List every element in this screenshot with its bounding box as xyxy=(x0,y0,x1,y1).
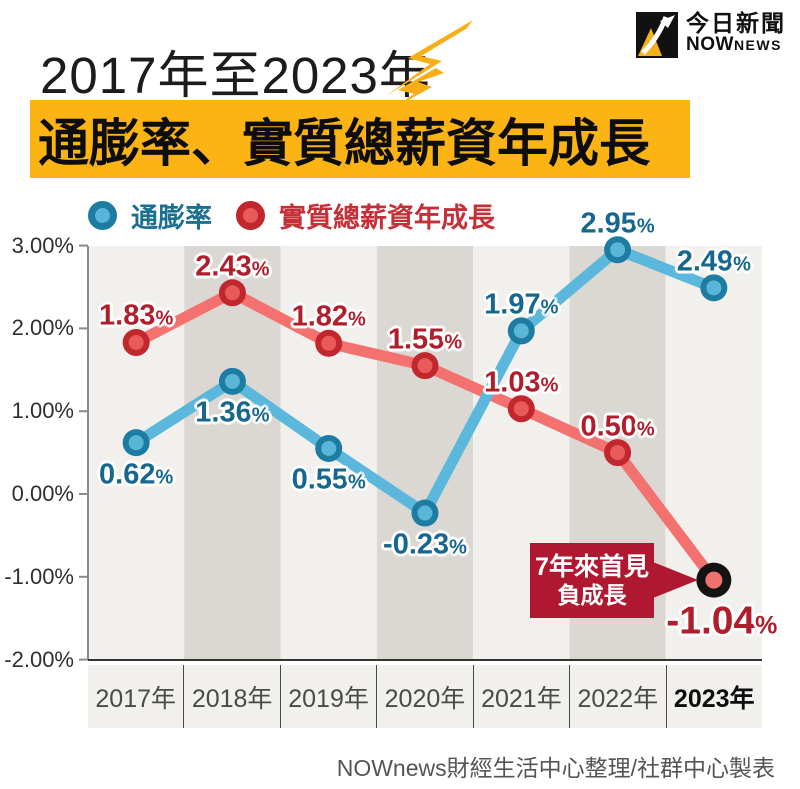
value-label: 0.55% xyxy=(291,463,366,496)
data-point-center xyxy=(705,571,723,589)
x-axis-band: 2017年 2018年 2019年 2020年 2021年 2022年 2023年 xyxy=(88,665,762,728)
y-tick-label: 0.00% xyxy=(11,481,74,506)
nownews-logo: 今日新聞 NOWNEWS xyxy=(636,10,786,58)
y-tick-label: -1.00% xyxy=(4,563,74,589)
main-title-band: 通膨率、實質總薪資年成長 xyxy=(30,100,690,178)
period-title: 2017年至2023年 xyxy=(40,47,431,104)
x-axis-label: 2017年 xyxy=(95,684,177,713)
value-label: -0.23% xyxy=(383,528,467,561)
x-axis-label: 2021年 xyxy=(472,665,569,728)
lightning-icon xyxy=(386,20,473,110)
y-tick-label: 2.00% xyxy=(11,315,74,341)
data-point-center xyxy=(128,435,144,451)
logo-en-text: NOWNEWS xyxy=(686,34,782,56)
y-tick-label: -2.00% xyxy=(4,646,74,672)
value-label: -1.04% xyxy=(666,599,778,643)
data-point-center xyxy=(321,335,337,351)
y-tick-label: 1.00% xyxy=(11,398,74,424)
credit-text: NOWnews財經生活中心整理/社群中心製表 xyxy=(336,755,775,781)
callout-line2: 負成長 xyxy=(557,581,627,608)
data-point-center xyxy=(417,358,433,374)
data-point-center xyxy=(224,373,240,389)
data-point-center xyxy=(417,505,433,521)
value-label: 1.83% xyxy=(99,299,174,332)
value-label: 0.50% xyxy=(580,410,655,443)
x-axis-label: 2018年 xyxy=(183,665,279,728)
nownews-logo-icon xyxy=(636,12,678,58)
legend-item-inflation: 通膨率 xyxy=(88,196,212,235)
value-label: 2.95% xyxy=(580,207,655,240)
legend-label: 實質總薪資年成長 xyxy=(279,202,495,233)
callout-arrow xyxy=(653,562,698,598)
salary-dot-icon xyxy=(236,200,265,230)
legend-label: 通膨率 xyxy=(131,202,212,233)
chart-legend: 通膨率 實質總薪資年成長 xyxy=(88,199,519,233)
inflation-dot-icon xyxy=(88,200,117,230)
value-label: 1.36% xyxy=(195,396,270,429)
value-label: 1.03% xyxy=(484,366,559,399)
legend-item-real-salary: 實質總薪資年成長 xyxy=(236,196,495,235)
data-point-center xyxy=(513,323,529,339)
data-point-center xyxy=(610,242,626,258)
nownews-logo-text: 今日新聞 NOWNEWS xyxy=(686,10,786,56)
y-tick-label: 3.00% xyxy=(11,232,74,258)
logo-cn-text: 今日新聞 xyxy=(686,10,786,36)
value-label: 0.62% xyxy=(99,458,174,491)
value-label: 2.43% xyxy=(195,250,270,283)
callout-box: 7年來首見 負成長 xyxy=(530,543,654,618)
x-axis-label: 2022年 xyxy=(569,665,665,728)
data-point-center xyxy=(224,285,240,301)
data-point-center xyxy=(706,280,722,296)
data-point-center xyxy=(321,440,337,456)
x-axis-label: 2019年 xyxy=(279,665,376,728)
data-point-center xyxy=(128,334,144,350)
x-axis-label: 2023年 xyxy=(665,665,762,728)
x-axis-label: 2020年 xyxy=(376,665,472,728)
data-point-center xyxy=(513,401,529,417)
value-label: 1.82% xyxy=(291,300,366,333)
value-label: 2.49% xyxy=(676,245,751,278)
callout-line1: 7年來首見 xyxy=(535,552,649,581)
value-label: 1.55% xyxy=(387,323,463,356)
main-title: 通膨率、實質總薪資年成長 xyxy=(38,115,651,172)
data-point-center xyxy=(610,445,626,461)
value-label: 1.97% xyxy=(484,288,559,321)
